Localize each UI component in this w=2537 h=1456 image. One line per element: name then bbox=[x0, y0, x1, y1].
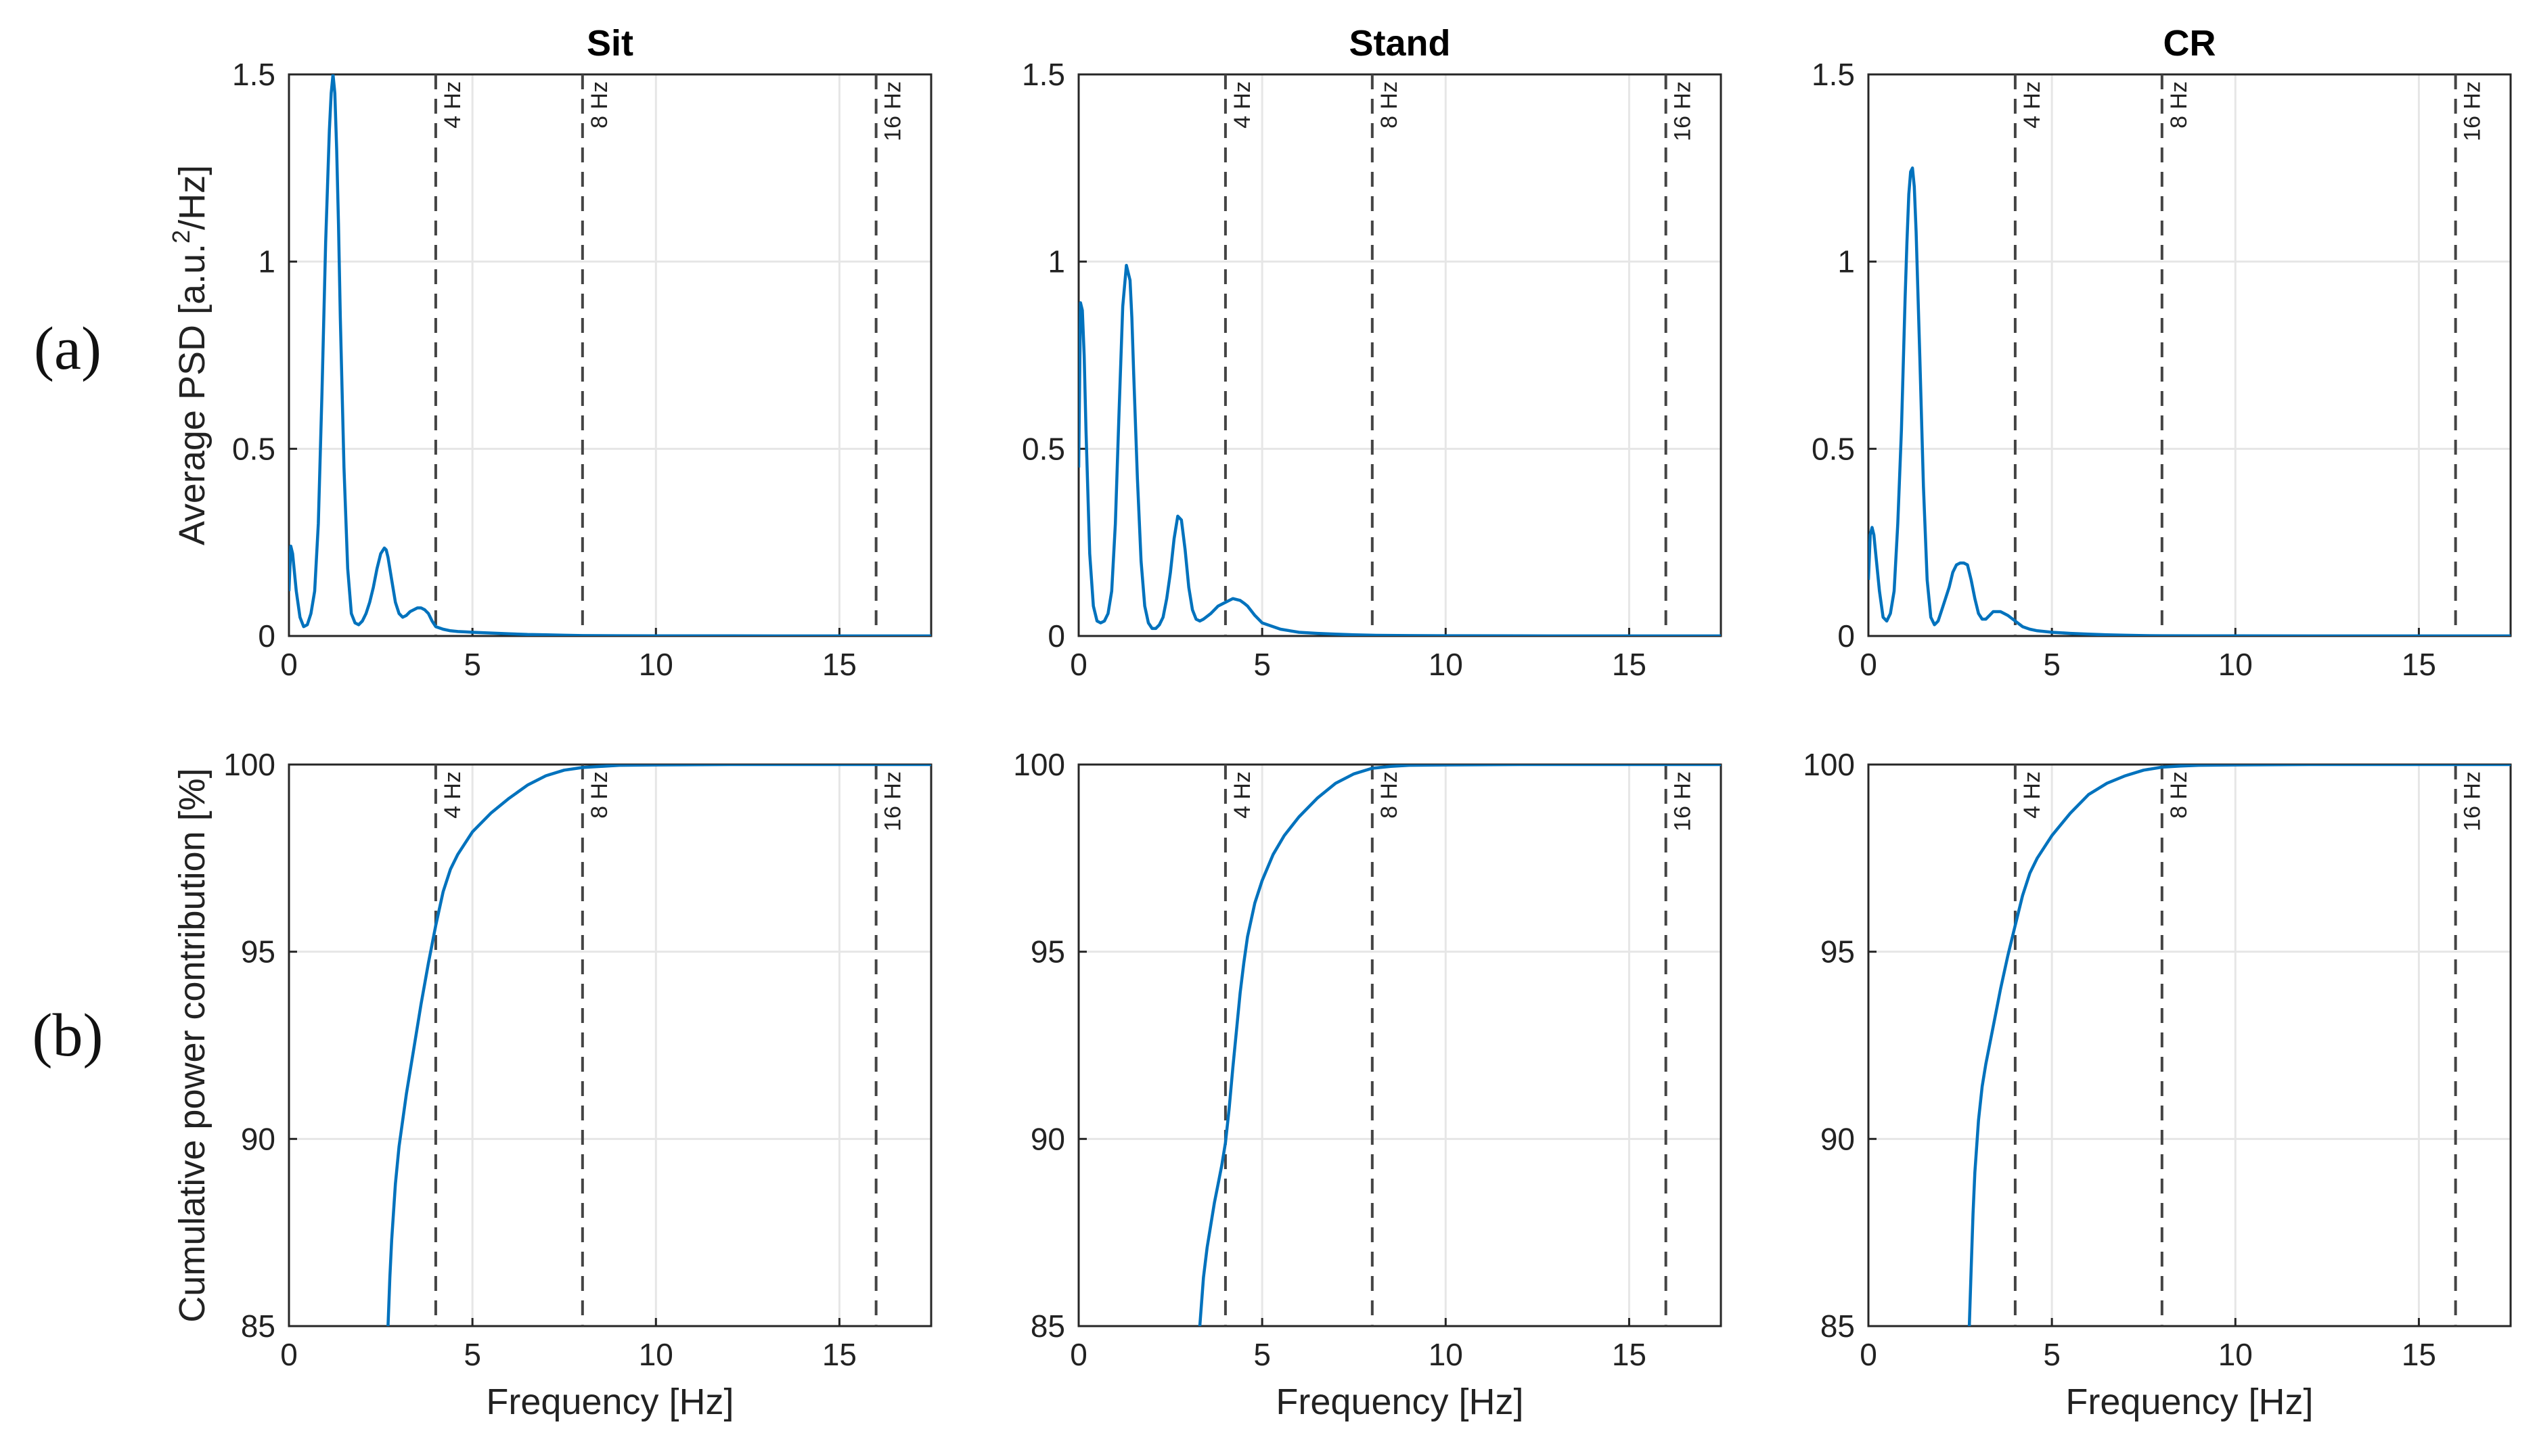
row-label-a: (a) bbox=[34, 315, 102, 382]
chart-psd-stand: 0 5 10 15 0 0.5 1 1.5 4 Hz 8 Hz 16 Hz Stand bbox=[1022, 23, 1722, 682]
frequency-marker-label: 8 Hz bbox=[2166, 771, 2192, 819]
x-tick-label: 10 bbox=[1429, 647, 1463, 682]
y-tick-label: 100 bbox=[1803, 747, 1855, 782]
y-tick-label: 95 bbox=[1820, 934, 1855, 970]
y-tick-label: 1 bbox=[258, 244, 275, 279]
x-tick-label: 0 bbox=[280, 1337, 298, 1372]
y-tick-label: 0 bbox=[1837, 618, 1855, 654]
y-tick-label: 1.5 bbox=[1022, 57, 1065, 92]
y-axis-label: Cumulative power contribution [%] bbox=[172, 768, 212, 1322]
y-tick-label: 1 bbox=[1048, 244, 1065, 279]
chart-psd-sit: 0 5 10 15 0 0.5 1 1.5 4 Hz 8 Hz 16 Hz Sit Average PS… bbox=[167, 23, 933, 682]
x-tick-label: 5 bbox=[2043, 647, 2061, 682]
x-tick-label: 10 bbox=[2218, 1337, 2253, 1372]
series-line bbox=[289, 74, 931, 636]
frequency-marker-label: 8 Hz bbox=[587, 81, 612, 129]
frequency-marker-label: 16 Hz bbox=[880, 81, 906, 141]
y-tick-label: 85 bbox=[1031, 1309, 1065, 1344]
frequency-marker-label: 8 Hz bbox=[1376, 771, 1402, 819]
frequency-marker-label: 8 Hz bbox=[1376, 81, 1402, 129]
frequency-marker-label: 16 Hz bbox=[880, 771, 906, 832]
x-tick-label: 15 bbox=[822, 647, 857, 682]
y-tick-label: 85 bbox=[1820, 1309, 1855, 1344]
x-axis-label: Frequency [Hz] bbox=[1276, 1382, 1523, 1422]
frequency-marker-label: 4 Hz bbox=[440, 81, 466, 129]
frequency-marker-label: 4 Hz bbox=[1230, 771, 1255, 819]
y-tick-label: 0 bbox=[258, 618, 275, 654]
y-tick-label: 95 bbox=[1031, 934, 1065, 970]
x-tick-label: 0 bbox=[280, 647, 298, 682]
chart-title: Stand bbox=[1349, 23, 1450, 64]
x-tick-label: 10 bbox=[639, 1337, 673, 1372]
y-tick-label: 1.5 bbox=[232, 57, 275, 92]
x-tick-label: 0 bbox=[1860, 1337, 1877, 1372]
series-line bbox=[386, 765, 931, 1326]
chart-cum-stand: 0 5 10 15 85 90 95 100 4 Hz 8 Hz 16 Hz Frequency [H… bbox=[1013, 747, 1722, 1422]
axes-box bbox=[1867, 763, 2512, 1327]
x-tick-label: 15 bbox=[822, 1337, 857, 1372]
y-tick-label: 0.5 bbox=[232, 431, 275, 466]
chart-psd-cr: 0 5 10 15 0 0.5 1 1.5 4 Hz 8 Hz 16 Hz CR bbox=[1812, 23, 2512, 682]
x-tick-label: 5 bbox=[464, 1337, 481, 1372]
x-tick-label: 10 bbox=[1429, 1337, 1463, 1372]
frequency-marker-label: 8 Hz bbox=[2166, 81, 2192, 129]
y-tick-label: 1.5 bbox=[1812, 57, 1855, 92]
y-tick-label: 0.5 bbox=[1022, 431, 1065, 466]
x-tick-label: 0 bbox=[1070, 1337, 1087, 1372]
frequency-marker-label: 4 Hz bbox=[1230, 81, 1255, 129]
y-tick-label: 90 bbox=[1031, 1121, 1065, 1156]
y-tick-label: 100 bbox=[1013, 747, 1065, 782]
frequency-marker-label: 16 Hz bbox=[1670, 771, 1696, 832]
series-line bbox=[1198, 765, 1721, 1326]
x-tick-label: 5 bbox=[1253, 647, 1271, 682]
y-axis-label: Average PSD [a.u.2/Hz] bbox=[167, 165, 212, 545]
y-tick-label: 0.5 bbox=[1812, 431, 1855, 466]
x-tick-label: 15 bbox=[1612, 647, 1646, 682]
x-tick-label: 10 bbox=[2218, 647, 2253, 682]
y-tick-label: 90 bbox=[1820, 1121, 1855, 1156]
y-tick-label: 85 bbox=[241, 1309, 275, 1344]
frequency-marker-label: 4 Hz bbox=[2019, 81, 2045, 129]
frequency-marker-label: 4 Hz bbox=[2019, 771, 2045, 819]
x-tick-label: 0 bbox=[1070, 647, 1087, 682]
y-axis-label-unit: /Hz] bbox=[172, 165, 212, 230]
series-line bbox=[1967, 765, 2511, 1326]
x-axis-label: Frequency [Hz] bbox=[486, 1382, 734, 1422]
x-tick-label: 5 bbox=[1253, 1337, 1271, 1372]
x-tick-label: 15 bbox=[2402, 647, 2436, 682]
frequency-marker-label: 8 Hz bbox=[587, 771, 612, 819]
x-tick-label: 5 bbox=[2043, 1337, 2061, 1372]
series-line bbox=[1079, 263, 1721, 636]
axes-box bbox=[1867, 73, 2512, 637]
chart-cum-sit: 0 5 10 15 85 90 95 100 4 Hz 8 Hz 16 Hz Frequency [H… bbox=[172, 747, 933, 1422]
x-tick-label: 5 bbox=[464, 647, 481, 682]
frequency-marker-label: 4 Hz bbox=[440, 771, 466, 819]
axes-box bbox=[288, 763, 933, 1327]
y-tick-label: 1 bbox=[1837, 244, 1855, 279]
x-tick-label: 15 bbox=[1612, 1337, 1646, 1372]
chart-cum-cr: 0 5 10 15 85 90 95 100 4 Hz 8 Hz 16 Hz Frequency [H… bbox=[1803, 747, 2512, 1422]
y-axis-label-main: Average PSD [a.u. bbox=[172, 244, 212, 545]
x-tick-label: 0 bbox=[1860, 647, 1877, 682]
series-line bbox=[1868, 166, 2511, 636]
y-tick-label: 95 bbox=[241, 934, 275, 970]
frequency-marker-label: 16 Hz bbox=[1670, 81, 1696, 141]
y-tick-label: 90 bbox=[241, 1121, 275, 1156]
axes-box bbox=[1077, 73, 1722, 637]
axes-box bbox=[1077, 763, 1722, 1327]
chart-title: Sit bbox=[587, 23, 633, 64]
row-label-b: (b) bbox=[32, 1002, 104, 1069]
frequency-marker-label: 16 Hz bbox=[2460, 81, 2486, 141]
y-tick-label: 0 bbox=[1048, 618, 1065, 654]
x-tick-label: 15 bbox=[2402, 1337, 2436, 1372]
chart-title: CR bbox=[2163, 23, 2216, 64]
frequency-marker-label: 16 Hz bbox=[2460, 771, 2486, 832]
x-tick-label: 10 bbox=[639, 647, 673, 682]
y-tick-label: 100 bbox=[223, 747, 275, 782]
y-axis-label-superscript: 2 bbox=[167, 230, 195, 244]
x-axis-label: Frequency [Hz] bbox=[2065, 1382, 2313, 1422]
